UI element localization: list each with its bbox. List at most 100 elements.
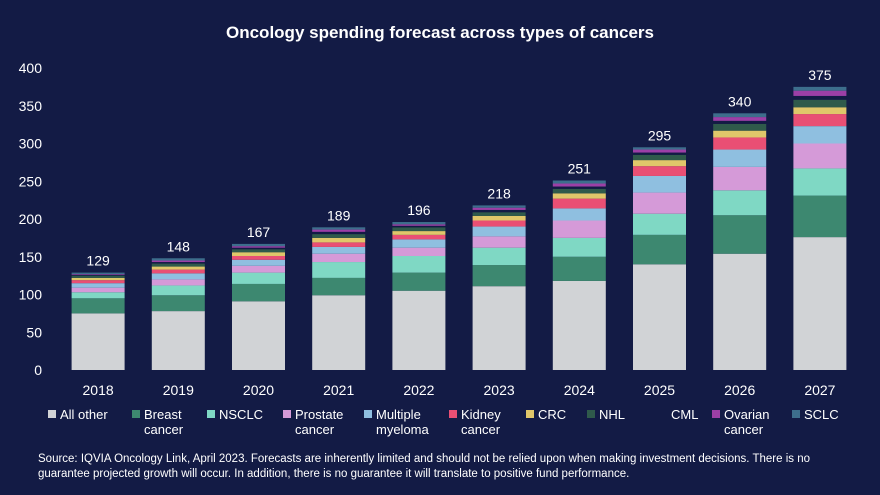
- bar-segment-crc: [312, 237, 366, 243]
- total-label: 251: [568, 160, 592, 176]
- bar-segment-breast-cancer: [151, 295, 205, 312]
- bar-segment-crc: [633, 160, 686, 167]
- bar-segment-cml: [633, 152, 686, 155]
- x-tick-label: 2019: [163, 382, 194, 398]
- bar-segment-kidney-cancer: [151, 269, 205, 274]
- bar-segment-all-other: [633, 264, 686, 370]
- bar-segment-cml: [552, 186, 606, 189]
- bar-segment-nhl: [472, 212, 526, 216]
- bar-segment-all-other: [793, 237, 847, 370]
- bar-segment-sclc: [713, 113, 767, 118]
- bar-segment-cml: [472, 209, 526, 213]
- bar-segment-breast-cancer: [312, 277, 366, 296]
- legend-swatch: [658, 409, 668, 419]
- legend-swatch: [132, 410, 140, 418]
- bar-segment-all-other: [552, 280, 606, 370]
- bar-segment-ovarian-cancer: [232, 246, 285, 248]
- bar-segment-nhl: [232, 249, 285, 253]
- bar-segment-prostate-cancer: [71, 287, 125, 293]
- bar-stack-2027: [793, 86, 847, 370]
- bar-segment-cml: [151, 262, 205, 264]
- bar-segment-sclc: [472, 205, 526, 208]
- bar-segment-multiple-myeloma: [793, 126, 847, 144]
- y-tick-label: 0: [34, 362, 42, 378]
- bar-segment-sclc: [71, 272, 125, 275]
- legend-label: SCLC: [804, 407, 839, 422]
- bar-stack-2023: [472, 205, 526, 370]
- bar-segment-nhl: [793, 99, 847, 108]
- bar-segment-ovarian-cancer: [312, 229, 366, 232]
- x-tick-label: 2023: [484, 382, 515, 398]
- bar-segment-multiple-myeloma: [633, 175, 686, 193]
- bar-segment-breast-cancer: [392, 272, 446, 291]
- legend-label: Multiple: [376, 407, 421, 422]
- bar-segment-cml: [713, 120, 767, 124]
- bar-segment-crc: [151, 266, 205, 270]
- bar-segment-cml: [793, 95, 847, 100]
- bar-segment-nsclc: [793, 168, 847, 196]
- y-tick-label: 150: [19, 249, 43, 265]
- bar-segment-all-other: [312, 295, 366, 370]
- bar-segment-cml: [232, 247, 285, 250]
- legend-item-crc: CRC: [526, 407, 566, 422]
- bar-segment-breast-cancer: [713, 215, 767, 254]
- bar-segment-multiple-myeloma: [71, 283, 125, 288]
- x-tick-label: 2024: [564, 382, 595, 398]
- x-tick-label: 2022: [403, 382, 434, 398]
- bar-stack-2025: [633, 147, 686, 370]
- legend-swatch: [587, 410, 595, 418]
- legend-label: NSCLC: [219, 407, 263, 422]
- legend-label: CML: [671, 407, 698, 422]
- bar-stack-2026: [713, 113, 767, 370]
- bar-stack-2019: [151, 258, 205, 370]
- bar-segment-nsclc: [151, 285, 205, 296]
- bar-segment-cml: [392, 225, 446, 228]
- bar-segment-nsclc: [552, 237, 606, 257]
- bar-segment-kidney-cancer: [392, 234, 446, 240]
- bar-segment-nhl: [312, 234, 366, 238]
- bar-segment-sclc: [392, 222, 446, 225]
- bar-segment-ovarian-cancer: [793, 90, 847, 96]
- x-tick-label: 2027: [804, 382, 835, 398]
- bar-segment-breast-cancer: [552, 256, 606, 281]
- bar-segment-prostate-cancer: [151, 279, 205, 286]
- bar-segment-crc: [552, 193, 606, 199]
- y-tick-label: 350: [19, 98, 43, 114]
- bar-segment-prostate-cancer: [392, 247, 446, 256]
- total-labels: 129 148 167 189 196 218 251 295 340 375: [86, 67, 831, 269]
- x-tick-label: 2025: [644, 382, 675, 398]
- bar-segment-multiple-myeloma: [713, 149, 767, 167]
- bar-segment-ovarian-cancer: [552, 183, 606, 187]
- bar-segment-kidney-cancer: [552, 198, 606, 209]
- bar-segment-breast-cancer: [472, 265, 526, 287]
- legend-item-all-other: All other: [48, 407, 108, 422]
- bar-segment-breast-cancer: [232, 283, 285, 302]
- bar-segment-all-other: [232, 301, 285, 370]
- legend-item-nsclc: NSCLC: [207, 407, 263, 422]
- x-tick-label: 2018: [83, 382, 114, 398]
- bar-stack-2020: [232, 243, 285, 370]
- y-tick-label: 300: [19, 136, 43, 152]
- total-label: 148: [167, 238, 191, 254]
- legend-label: All other: [60, 407, 108, 422]
- legend-label: NHL: [599, 407, 625, 422]
- legend-label: Breast: [144, 407, 182, 422]
- legend-swatch: [526, 410, 534, 418]
- legend-item-nhl: NHL: [587, 407, 625, 422]
- bar-segment-multiple-myeloma: [312, 246, 366, 254]
- source-note: Source: IQVIA Oncology Link, April 2023.…: [38, 453, 810, 480]
- legend-swatch: [449, 410, 457, 418]
- x-tick-label: 2021: [323, 382, 354, 398]
- bar-segment-prostate-cancer: [713, 166, 767, 191]
- bar-segment-ovarian-cancer: [392, 224, 446, 226]
- bar-segment-breast-cancer: [633, 234, 686, 265]
- legend-label: myeloma: [376, 422, 430, 437]
- bar-segment-crc: [392, 231, 446, 235]
- bar-segment-nhl: [151, 263, 205, 267]
- bar-segment-sclc: [552, 180, 606, 184]
- total-label: 295: [648, 127, 672, 143]
- total-label: 129: [86, 253, 110, 269]
